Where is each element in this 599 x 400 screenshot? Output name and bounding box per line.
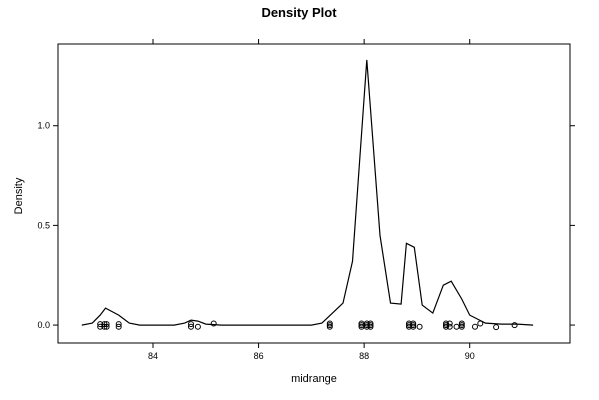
rug-point (188, 321, 194, 328)
rug-point (367, 323, 374, 330)
chart-title: Density Plot (261, 5, 337, 20)
x-tick-label: 90 (465, 351, 475, 361)
x-tick-label: 88 (359, 351, 369, 361)
rug-point (443, 323, 449, 330)
rug-point (511, 322, 518, 329)
rug-point (446, 320, 453, 327)
rug-point (97, 321, 104, 328)
y-axis: 0.0 0.5 1.0 (37, 121, 575, 330)
y-tick-label: 0.5 (37, 220, 50, 230)
x-axis-label: midrange (291, 373, 337, 385)
rug-point (416, 323, 423, 330)
rug-point (493, 324, 500, 331)
rug-point (115, 323, 122, 330)
rug-point (410, 323, 417, 330)
rug-point (472, 323, 478, 330)
y-tick-label: 0.0 (37, 320, 50, 330)
rug-point (103, 321, 110, 328)
rug-points (97, 320, 518, 331)
rug-point (115, 321, 122, 328)
x-axis: 84 86 88 90 (148, 39, 475, 361)
density-curve (81, 59, 534, 326)
rug-point (188, 323, 194, 330)
rug-point (458, 323, 465, 330)
y-axis-label: Density (13, 177, 25, 214)
rug-point (477, 320, 484, 327)
rug-point (446, 323, 453, 330)
plot-frame (57, 43, 571, 344)
rug-point (453, 323, 460, 330)
rug-point (363, 323, 370, 330)
rug-point (194, 323, 201, 330)
rug-point (97, 323, 104, 330)
rug-point (210, 320, 217, 327)
x-tick-label: 84 (148, 351, 158, 361)
x-tick-label: 86 (254, 351, 264, 361)
rug-point (103, 323, 110, 330)
y-tick-label: 1.0 (37, 121, 50, 131)
rug-point (326, 323, 333, 330)
